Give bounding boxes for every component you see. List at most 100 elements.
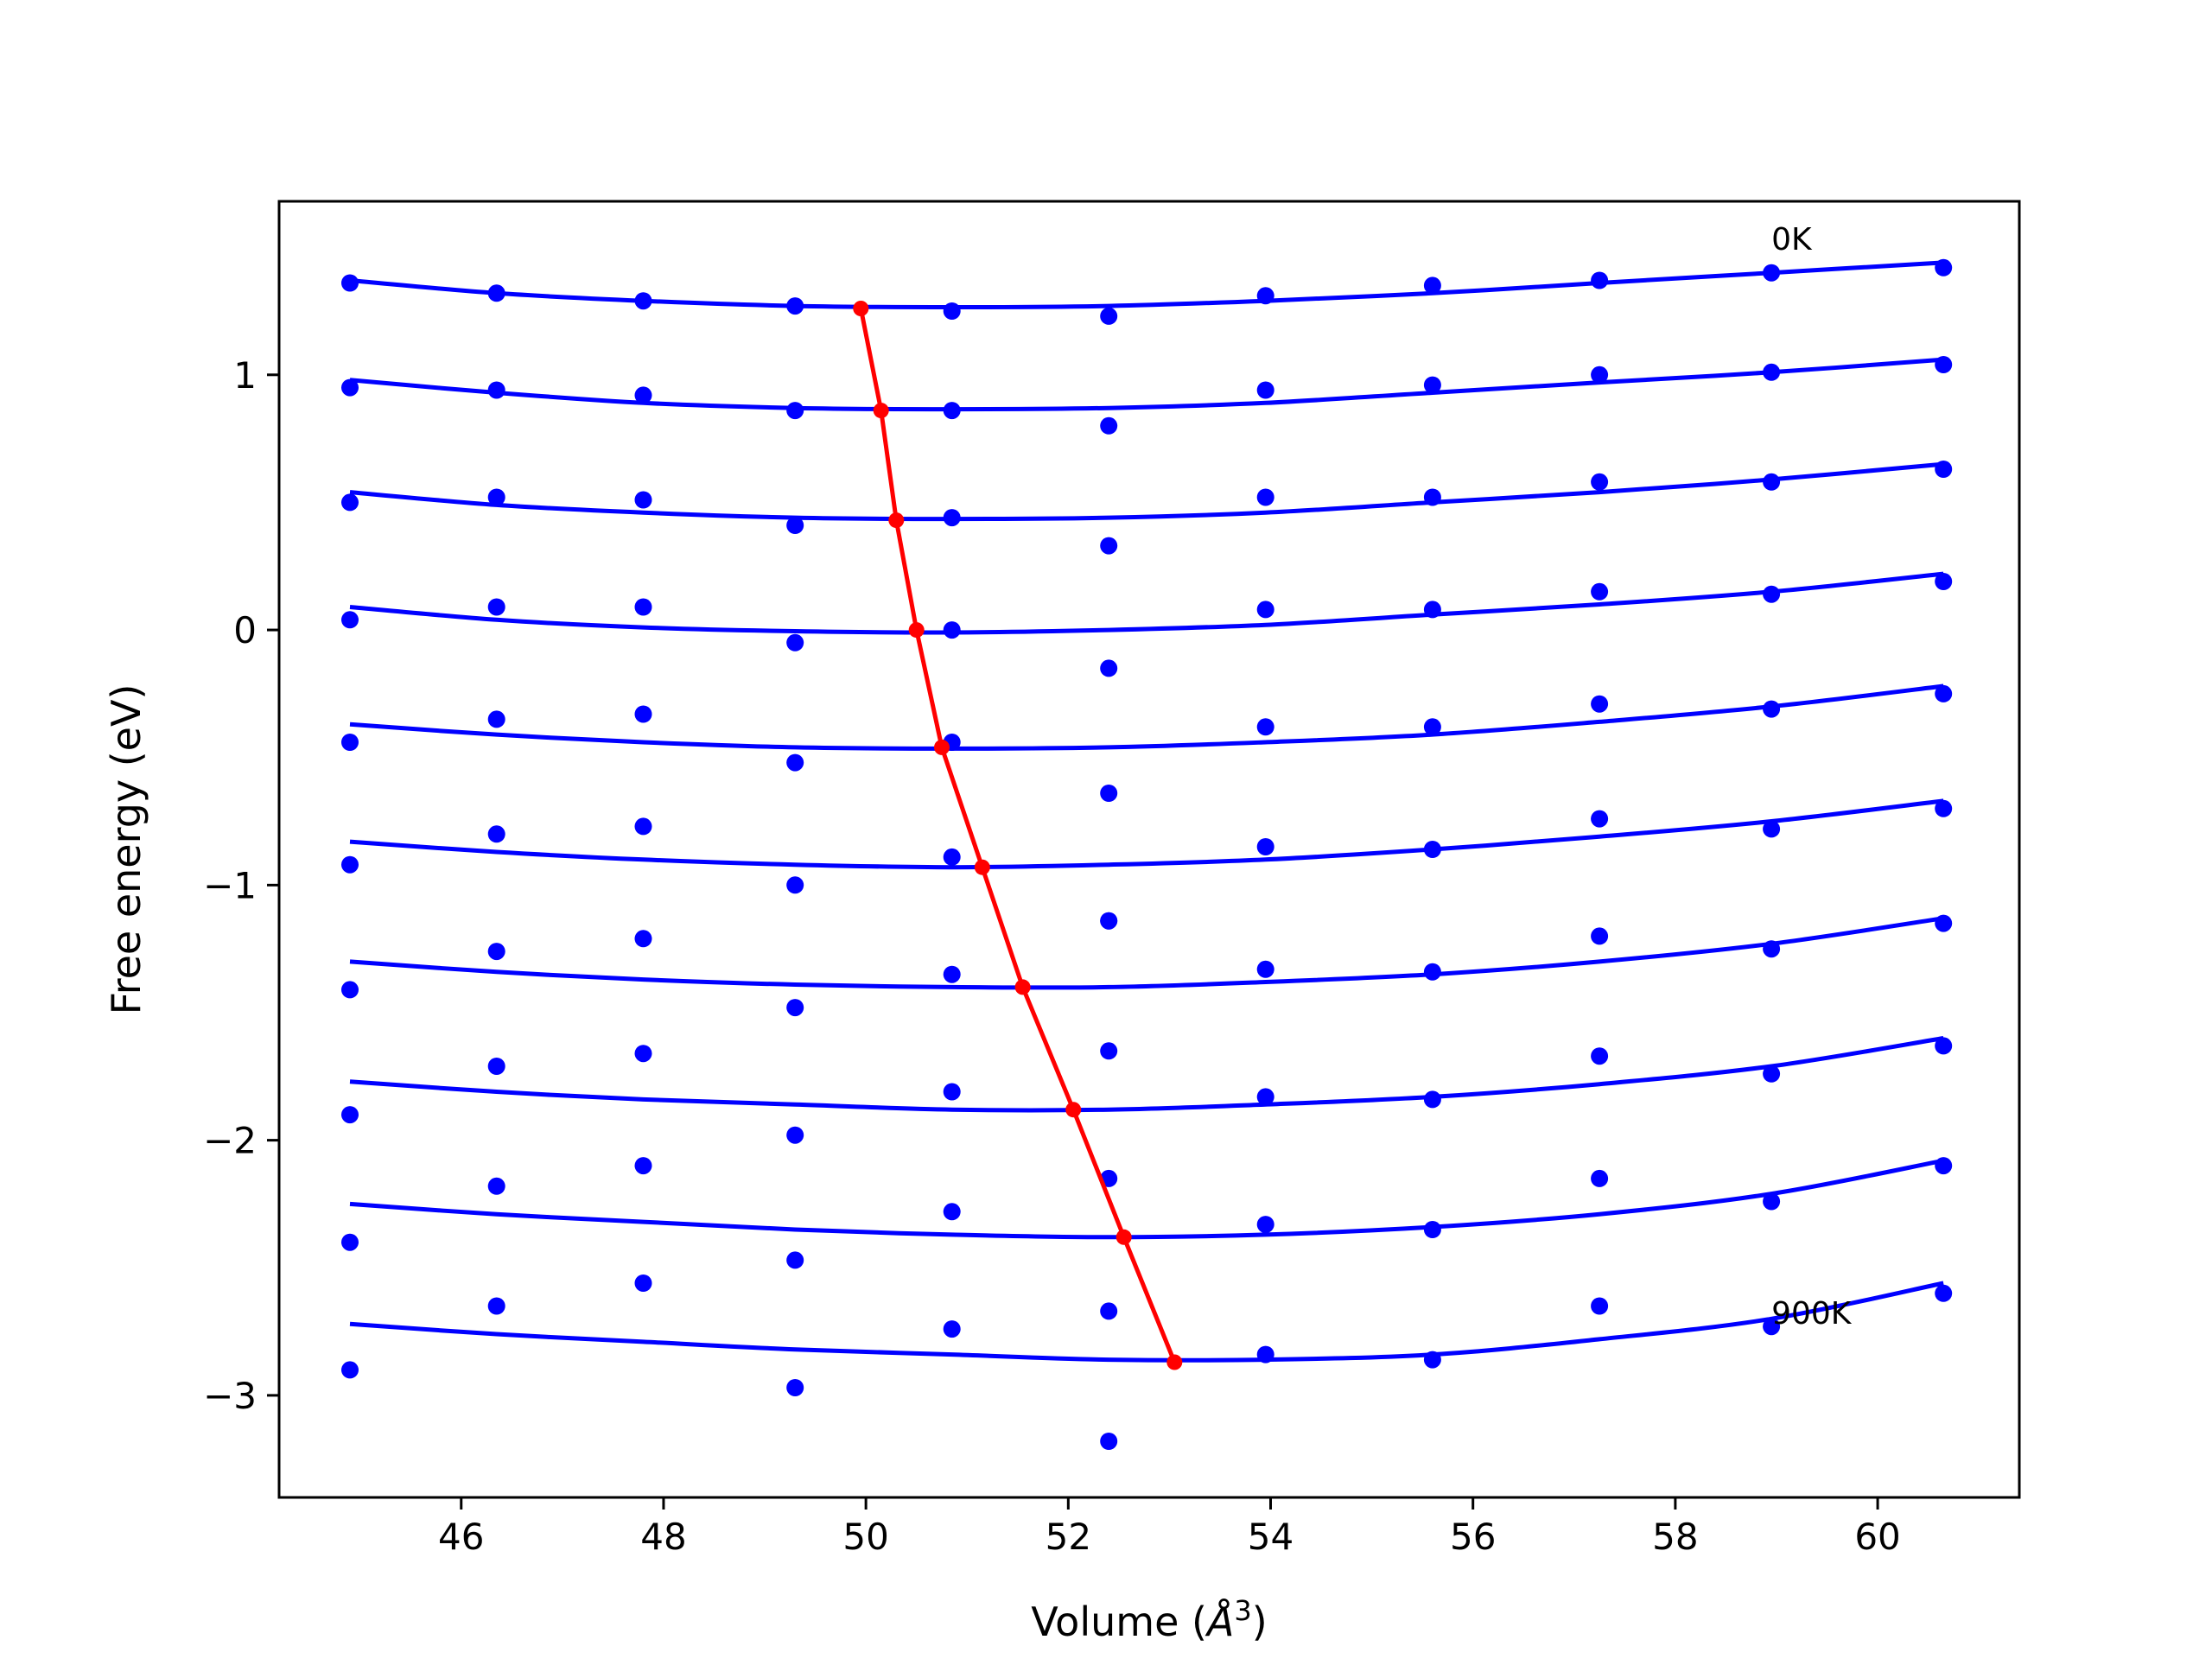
data-point-s8-0 (341, 1233, 359, 1251)
y-tick-label-2: −1 (203, 864, 257, 906)
equilibrium-point-9 (1166, 1354, 1183, 1370)
data-points (341, 258, 1953, 1450)
fit-curve-4 (349, 683, 1944, 751)
data-point-s2-8 (1591, 473, 1609, 491)
data-point-s3-8 (1591, 582, 1609, 601)
data-point-s8-2 (634, 1157, 652, 1175)
data-point-s5-3 (786, 876, 804, 894)
data-point-s9-10 (1935, 1284, 1953, 1302)
data-point-s4-0 (341, 734, 359, 751)
fit-curves (349, 260, 1944, 1363)
data-point-s6-5 (1100, 912, 1118, 930)
data-point-s4-9 (1763, 700, 1781, 718)
data-point-extra-0 (1100, 1433, 1118, 1450)
annotation-1: 900K (1771, 1296, 1853, 1332)
data-point-s1-3 (786, 402, 804, 420)
data-point-s7-7 (1423, 1090, 1441, 1109)
x-axis-label-power: 3 (1234, 1594, 1251, 1627)
x-axis-label: Volume (Å3) (1031, 1594, 1267, 1645)
data-point-s1-2 (634, 386, 652, 404)
data-point-s3-4 (943, 621, 961, 639)
data-point-s5-2 (634, 817, 652, 836)
equilibrium-line (853, 301, 1183, 1370)
y-tick-label-1: −2 (203, 1120, 257, 1162)
data-point-s7-3 (786, 1126, 804, 1144)
data-point-s7-8 (1591, 1047, 1609, 1065)
data-point-s4-7 (1423, 718, 1441, 736)
data-point-s2-7 (1423, 488, 1441, 506)
data-point-s5-8 (1591, 810, 1609, 828)
fit-curve-7 (349, 1036, 1944, 1113)
data-point-s2-0 (341, 493, 359, 512)
data-point-s6-4 (943, 965, 961, 983)
data-point-s6-0 (341, 981, 359, 999)
data-point-s2-1 (487, 488, 505, 506)
data-point-s0-2 (634, 292, 652, 310)
fit-curve-6 (349, 916, 1944, 990)
data-point-s8-3 (786, 1251, 804, 1269)
data-point-s0-4 (943, 302, 961, 320)
data-point-s3-6 (1256, 601, 1274, 619)
fit-curve-9 (349, 1281, 1944, 1363)
data-point-s5-4 (943, 848, 961, 866)
y-tick-label-3: 0 (233, 609, 257, 652)
data-point-s5-1 (487, 825, 505, 843)
y-tick-label-0: −3 (203, 1375, 257, 1417)
y-tick-label-4: 1 (233, 354, 257, 397)
data-point-s0-1 (487, 284, 505, 302)
data-point-s9-0 (341, 1361, 359, 1379)
data-point-s2-6 (1256, 488, 1274, 506)
equilibrium-polyline (858, 308, 1177, 1363)
data-point-s6-10 (1935, 914, 1953, 932)
data-point-s2-9 (1763, 473, 1781, 491)
data-point-s9-7 (1423, 1351, 1441, 1369)
equilibrium-point-2 (888, 512, 905, 529)
annotation-0: 0K (1771, 222, 1813, 257)
fit-curve-8 (349, 1158, 1944, 1240)
data-point-s8-8 (1591, 1169, 1609, 1187)
data-point-s0-7 (1423, 276, 1441, 295)
data-point-s8-4 (943, 1203, 961, 1221)
data-point-s3-3 (786, 633, 804, 652)
data-point-s5-7 (1423, 841, 1441, 858)
x-axis-label-suffix: ) (1252, 1599, 1268, 1645)
data-point-s3-9 (1763, 585, 1781, 603)
data-point-s9-6 (1256, 1345, 1274, 1363)
x-tick-label-3: 52 (1046, 1516, 1091, 1558)
data-point-s4-2 (634, 705, 652, 723)
fit-curve-1 (349, 357, 1944, 412)
x-axis-label-symbol: Å (1205, 1599, 1234, 1645)
data-point-s7-9 (1763, 1065, 1781, 1083)
y-axis-label: Free energy (eV) (103, 684, 149, 1015)
data-point-s6-2 (634, 930, 652, 948)
data-point-s9-2 (634, 1274, 652, 1292)
data-point-s2-5 (1100, 537, 1118, 555)
equilibrium-point-5 (974, 859, 990, 875)
data-point-s1-9 (1763, 363, 1781, 381)
data-point-s3-2 (634, 598, 652, 616)
data-point-s6-1 (487, 943, 505, 961)
data-point-s0-10 (1935, 258, 1953, 276)
data-point-s2-2 (634, 491, 652, 509)
data-point-s0-5 (1100, 307, 1118, 325)
data-point-s8-6 (1256, 1216, 1274, 1234)
data-point-s4-10 (1935, 684, 1953, 702)
data-point-s9-8 (1591, 1297, 1609, 1315)
x-tick-label-1: 48 (640, 1516, 686, 1558)
equilibrium-point-8 (1116, 1229, 1132, 1245)
data-point-s0-8 (1591, 271, 1609, 289)
data-point-s8-10 (1935, 1157, 1953, 1175)
data-point-s7-0 (341, 1106, 359, 1124)
data-point-s1-5 (1100, 416, 1118, 435)
x-tick-label-4: 54 (1248, 1516, 1294, 1558)
plot-frame (277, 200, 2021, 1499)
x-tick-label-5: 56 (1450, 1516, 1496, 1558)
data-point-s4-6 (1256, 718, 1274, 736)
data-point-s1-0 (341, 378, 359, 397)
data-point-s7-2 (634, 1045, 652, 1063)
x-tick-label-6: 58 (1652, 1516, 1698, 1558)
data-point-s3-10 (1935, 573, 1953, 590)
data-point-s7-5 (1100, 1042, 1118, 1060)
equilibrium-point-4 (934, 739, 950, 755)
data-point-s5-9 (1763, 820, 1781, 838)
